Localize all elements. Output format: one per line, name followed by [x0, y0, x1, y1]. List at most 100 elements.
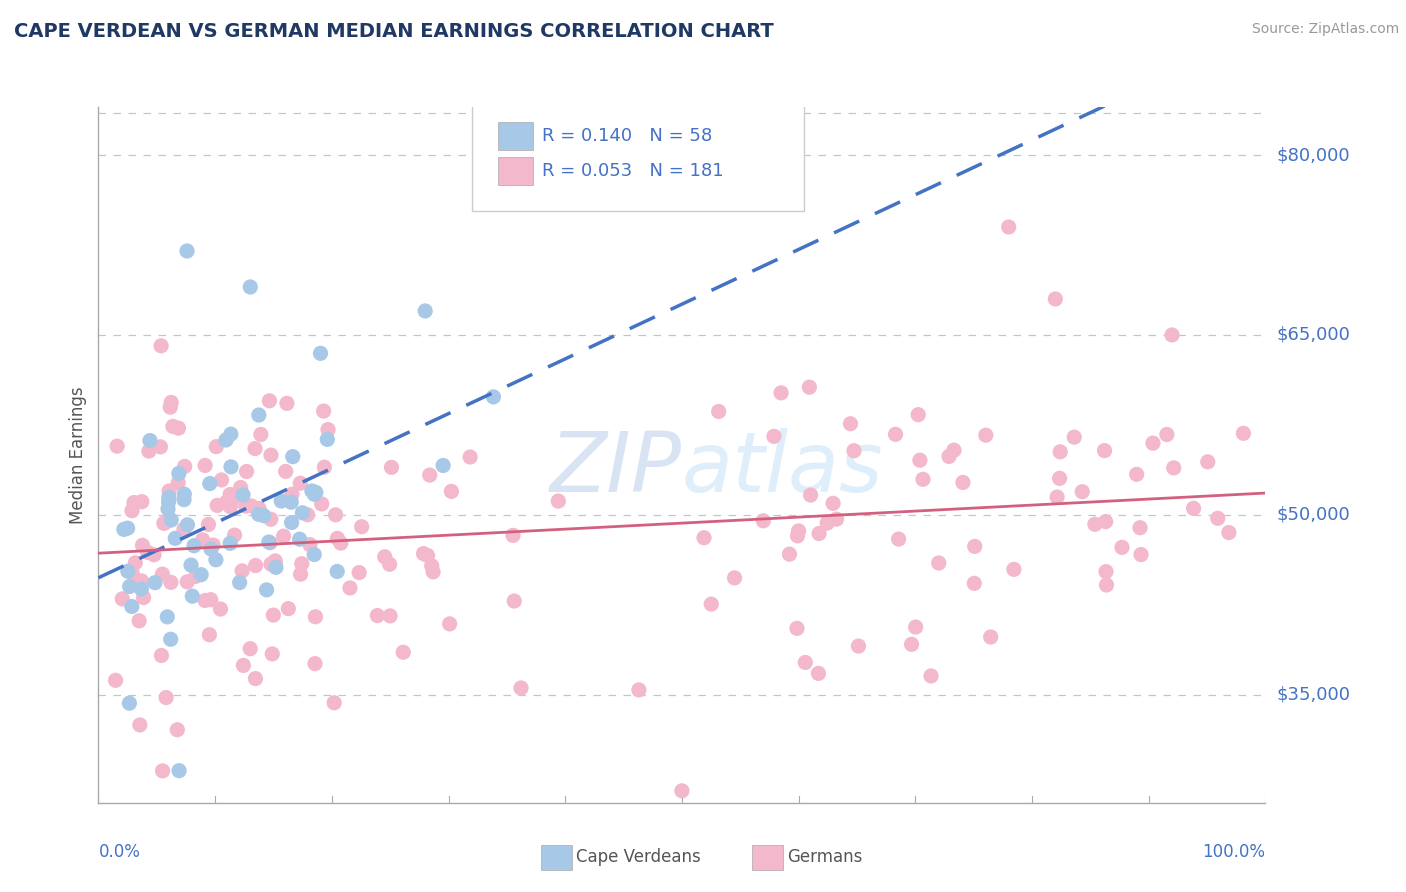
- Point: [245, 558, 267, 573]
- Point: [132, 591, 155, 605]
- Point: [160, 575, 183, 590]
- Y-axis label: Median Earnings: Median Earnings: [69, 386, 87, 524]
- Point: [1046, 490, 1069, 504]
- Point: [920, 669, 942, 683]
- Point: [167, 764, 190, 778]
- Point: [1130, 548, 1153, 562]
- Point: [1156, 427, 1178, 442]
- Point: [124, 556, 146, 570]
- Point: [298, 538, 321, 552]
- Text: $50,000: $50,000: [1277, 506, 1350, 524]
- Point: [264, 556, 287, 570]
- Point: [221, 492, 243, 507]
- Point: [842, 443, 865, 458]
- Point: [181, 589, 204, 603]
- Point: [117, 564, 139, 578]
- Point: [219, 487, 242, 501]
- Point: [627, 682, 650, 697]
- Point: [176, 517, 198, 532]
- Point: [291, 557, 314, 571]
- Point: [149, 440, 172, 454]
- Point: [808, 526, 831, 541]
- Text: Source: ZipAtlas.com: Source: ZipAtlas.com: [1251, 22, 1399, 37]
- Point: [198, 476, 221, 491]
- Point: [131, 582, 153, 596]
- Point: [309, 346, 332, 360]
- Point: [416, 549, 439, 563]
- Point: [152, 764, 174, 778]
- Point: [270, 494, 292, 508]
- Point: [239, 280, 262, 294]
- Point: [392, 645, 415, 659]
- Point: [209, 602, 232, 616]
- Point: [326, 565, 349, 579]
- Point: [183, 539, 205, 553]
- Point: [121, 504, 143, 518]
- Point: [260, 557, 283, 571]
- Point: [1218, 525, 1240, 540]
- Point: [273, 529, 295, 543]
- Point: [943, 443, 966, 458]
- Point: [900, 637, 922, 651]
- Point: [247, 408, 270, 422]
- Point: [176, 244, 198, 258]
- Point: [997, 219, 1019, 234]
- Point: [907, 408, 929, 422]
- Point: [887, 532, 910, 546]
- Text: Cape Verdeans: Cape Verdeans: [576, 848, 702, 866]
- Point: [366, 608, 388, 623]
- Point: [291, 506, 314, 520]
- Point: [911, 472, 934, 486]
- Point: [260, 512, 283, 526]
- Point: [157, 502, 180, 516]
- Point: [1182, 501, 1205, 516]
- Point: [311, 497, 333, 511]
- Point: [198, 628, 221, 642]
- Point: [723, 571, 745, 585]
- Point: [800, 488, 823, 502]
- Point: [297, 508, 319, 522]
- Point: [138, 444, 160, 458]
- Point: [281, 450, 304, 464]
- Point: [262, 647, 284, 661]
- Point: [1161, 328, 1184, 343]
- Text: ZIP: ZIP: [550, 428, 682, 509]
- Point: [167, 421, 190, 435]
- Point: [131, 574, 153, 588]
- Point: [1142, 436, 1164, 450]
- Point: [224, 528, 246, 542]
- Point: [219, 536, 242, 550]
- Point: [157, 484, 180, 499]
- Point: [974, 428, 997, 442]
- Point: [157, 490, 180, 504]
- Point: [326, 532, 349, 546]
- Point: [413, 304, 436, 318]
- Point: [419, 468, 441, 483]
- Text: $65,000: $65,000: [1277, 326, 1350, 344]
- Point: [259, 535, 281, 549]
- Point: [787, 524, 810, 538]
- Point: [247, 501, 270, 516]
- Point: [502, 528, 524, 542]
- Point: [412, 547, 434, 561]
- Point: [301, 483, 323, 498]
- Point: [232, 488, 254, 502]
- Point: [302, 548, 325, 562]
- Point: [190, 567, 212, 582]
- Point: [908, 453, 931, 467]
- Point: [1045, 292, 1067, 306]
- Point: [1071, 484, 1094, 499]
- Point: [323, 696, 346, 710]
- Point: [239, 641, 262, 656]
- Text: $80,000: $80,000: [1277, 146, 1350, 164]
- Point: [779, 547, 801, 561]
- Point: [314, 460, 336, 475]
- Point: [547, 494, 569, 508]
- Point: [693, 531, 716, 545]
- Point: [1163, 461, 1185, 475]
- Point: [104, 673, 127, 688]
- Point: [1111, 541, 1133, 555]
- Point: [232, 658, 254, 673]
- Point: [458, 450, 481, 464]
- Point: [128, 614, 150, 628]
